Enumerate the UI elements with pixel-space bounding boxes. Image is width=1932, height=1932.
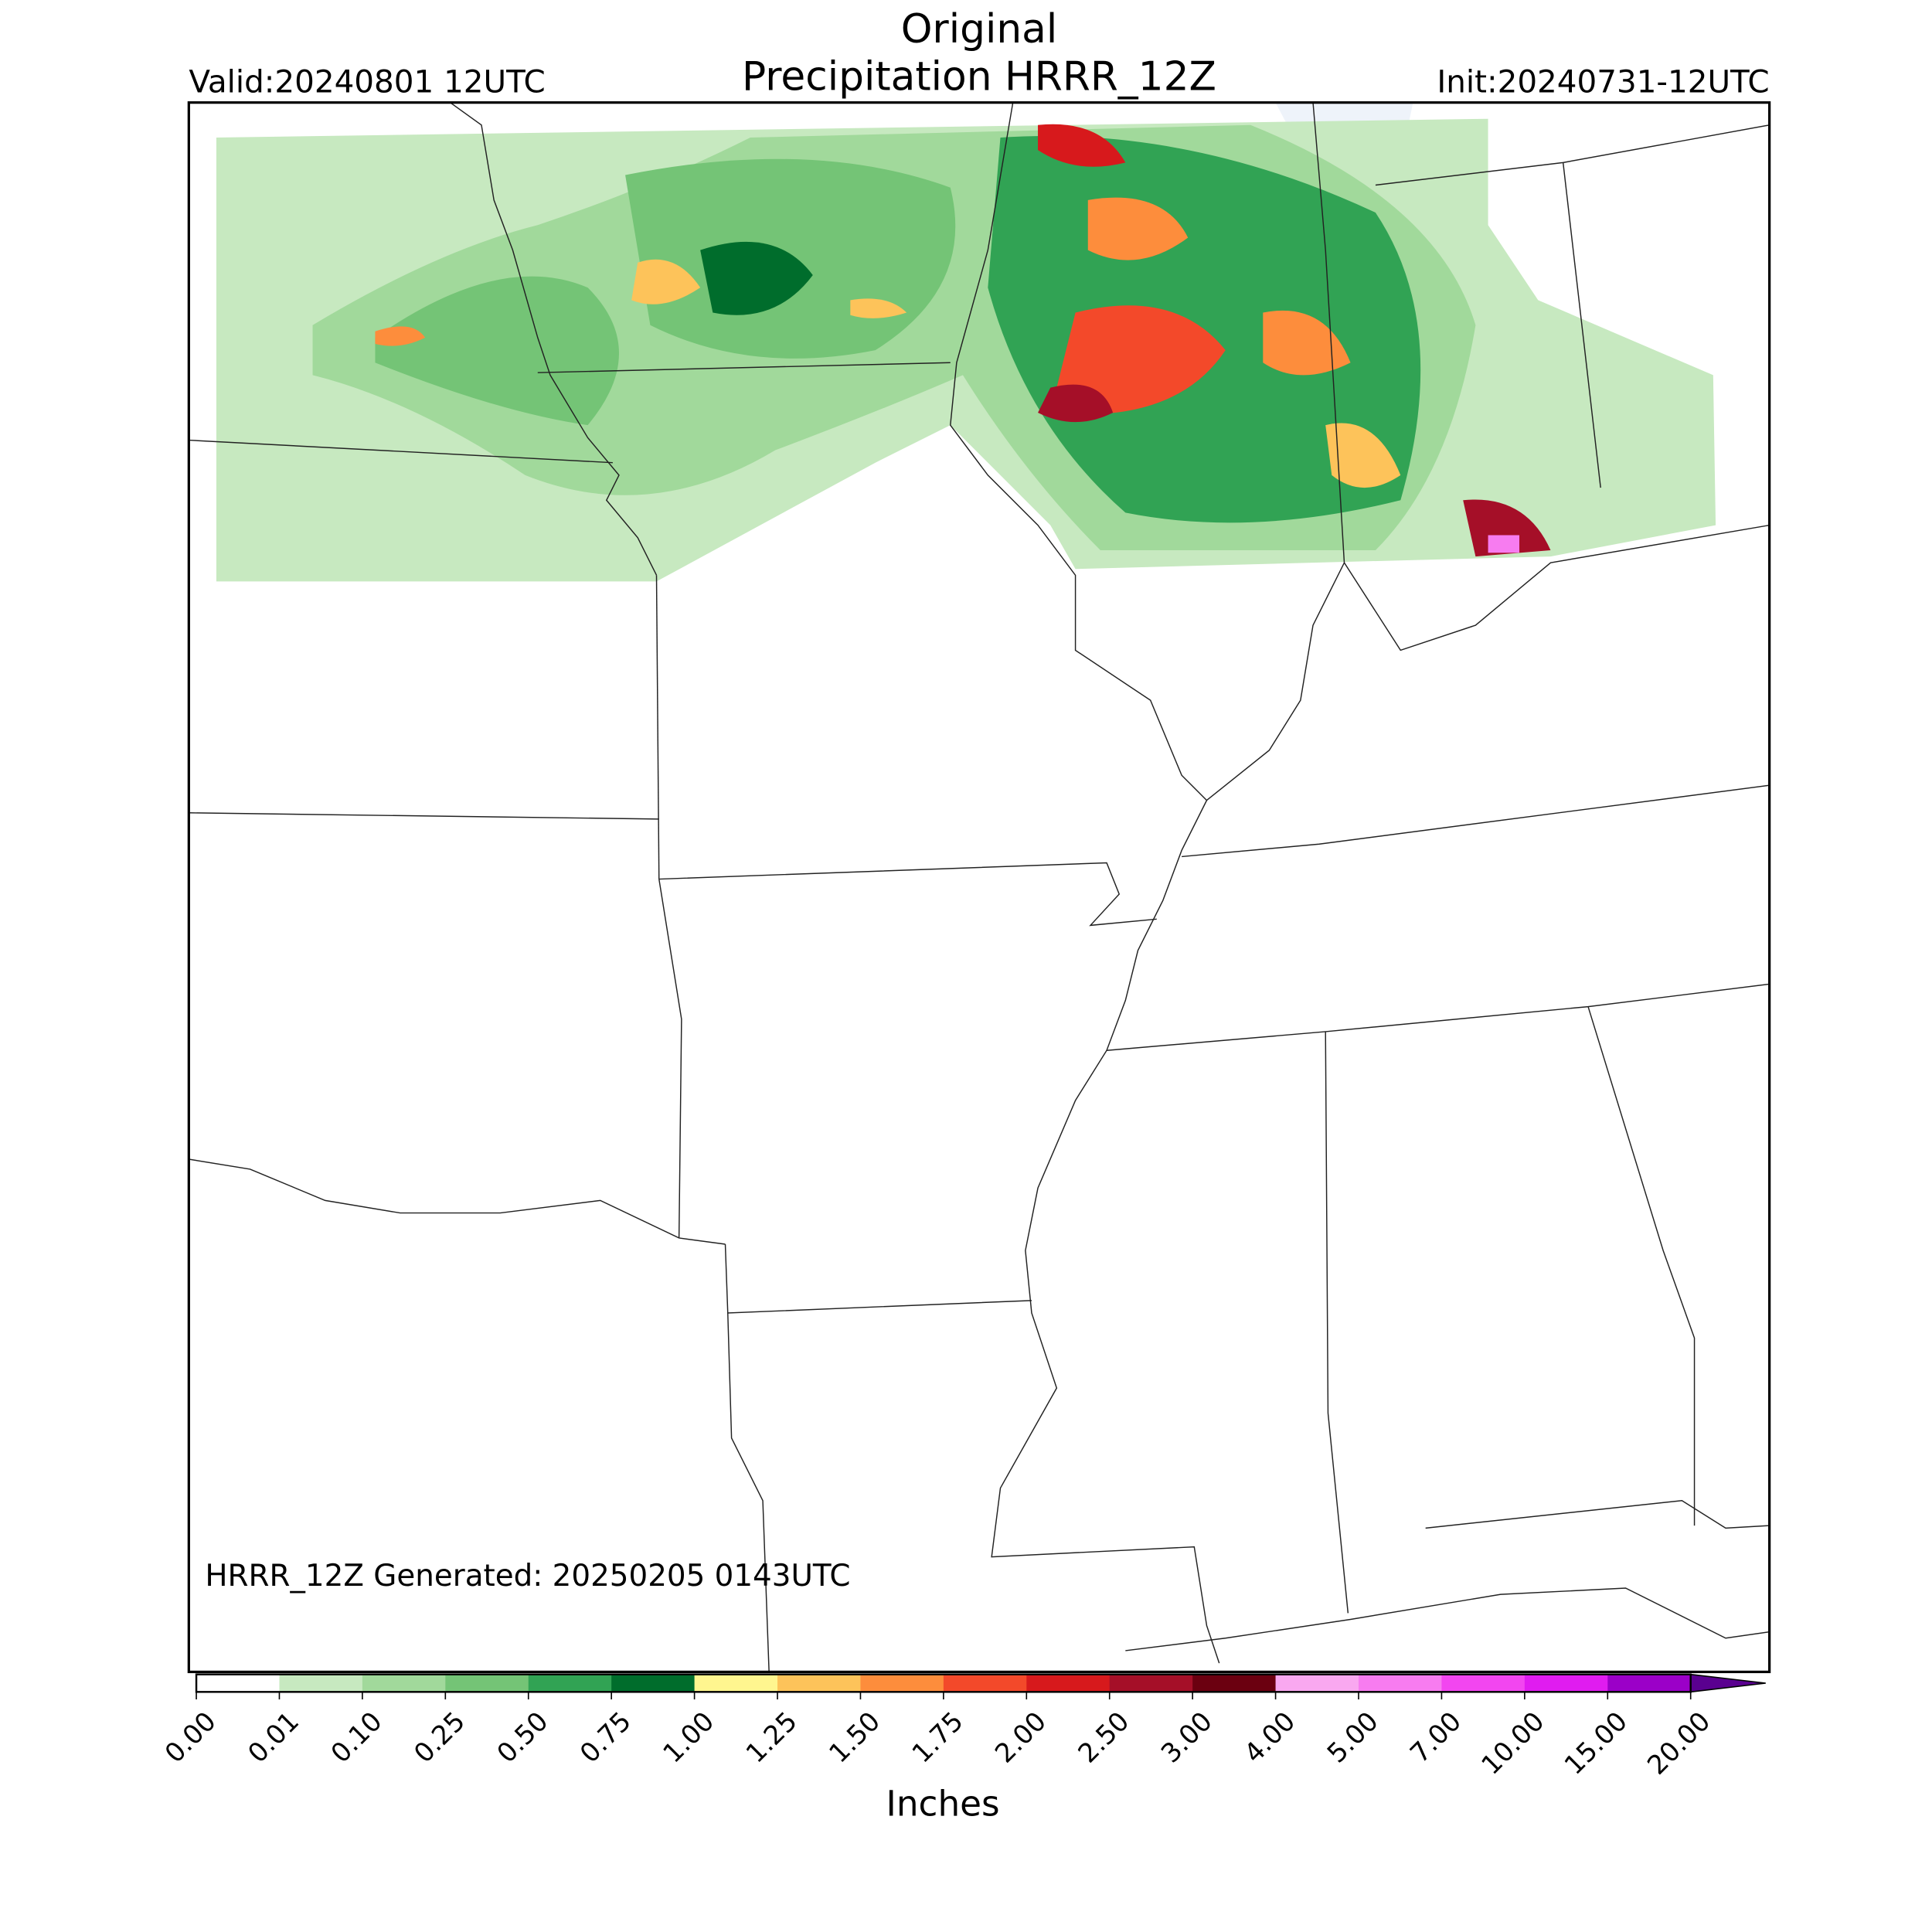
colorbar-tick-label: 0.75	[574, 1706, 638, 1770]
colorbar-segment	[943, 1674, 1028, 1692]
colorbar-segment	[860, 1674, 944, 1692]
colorbar-segment	[279, 1674, 363, 1692]
colorbar-tick-label: 1.50	[823, 1706, 886, 1770]
title-line: Original	[901, 6, 1058, 53]
colorbar-tick-label: 15.00	[1559, 1706, 1634, 1781]
colorbar-tick-label: 5.00	[1321, 1706, 1385, 1770]
colorbar-segment	[445, 1674, 529, 1692]
colorbar-tick-label: 0.10	[325, 1706, 389, 1770]
colorbar-label: Inches	[886, 1784, 999, 1825]
colorbar: 0.00 0.01 0.10 0.25 0.50 0.75 1.00 1.25 1.50 1.75…	[159, 1673, 1766, 1781]
colorbar-segment	[1275, 1674, 1359, 1692]
colorbar-tick-label: 2.00	[989, 1706, 1053, 1770]
colorbar-segment	[1441, 1674, 1526, 1692]
colorbar-tick-label: 0.50	[492, 1706, 555, 1770]
valid-label: Valid:20240801 12UTC	[189, 63, 545, 100]
colorbar-tick-label: 0.01	[242, 1706, 305, 1770]
colorbar-segment	[1607, 1674, 1692, 1692]
colorbar-extend	[1689, 1673, 1766, 1693]
colorbar-segment	[528, 1674, 612, 1692]
generated-note: HRRR_12Z Generated: 20250205 0143UTC	[205, 1559, 850, 1594]
colorbar-segment	[1524, 1674, 1609, 1692]
colorbar-tick-label: 1.75	[906, 1706, 970, 1770]
colorbar-segment	[1359, 1674, 1443, 1692]
colorbar-tick-label: 4.00	[1238, 1706, 1301, 1770]
borders	[189, 102, 1770, 1672]
colorbar-tick-label: 7.00	[1404, 1706, 1468, 1770]
map-frame	[187, 101, 1771, 1674]
precipitation-field	[216, 118, 1716, 582]
colorbar-segment	[777, 1674, 862, 1692]
colorbar-segment	[1026, 1674, 1111, 1692]
colorbar-segment	[196, 1674, 281, 1692]
map: HRRR_12Z Generated: 20250205 0143UTC	[189, 102, 1770, 1672]
init-label: Init:20240731-12UTC	[1437, 63, 1769, 100]
colorbar-segment	[694, 1674, 778, 1692]
colorbar-tick-label: 20.00	[1641, 1706, 1716, 1781]
title-line: Precipitation HRRR_12Z	[742, 54, 1216, 100]
colorbar-segment	[1109, 1674, 1193, 1692]
colorbar-tick-label: 0.00	[159, 1706, 223, 1770]
colorbar-segment	[362, 1674, 447, 1692]
colorbar-tick-label: 3.00	[1155, 1706, 1219, 1770]
colorbar-segment	[1192, 1674, 1277, 1692]
colorbar-tick-label: 1.25	[740, 1706, 804, 1770]
colorbar-tick-label: 0.25	[408, 1706, 471, 1770]
colorbar-tick-label: 10.00	[1475, 1706, 1550, 1781]
colorbar-tick-label: 1.00	[657, 1706, 720, 1770]
colorbar-tick-label: 2.50	[1073, 1706, 1136, 1770]
colorbar-segment	[611, 1674, 696, 1692]
